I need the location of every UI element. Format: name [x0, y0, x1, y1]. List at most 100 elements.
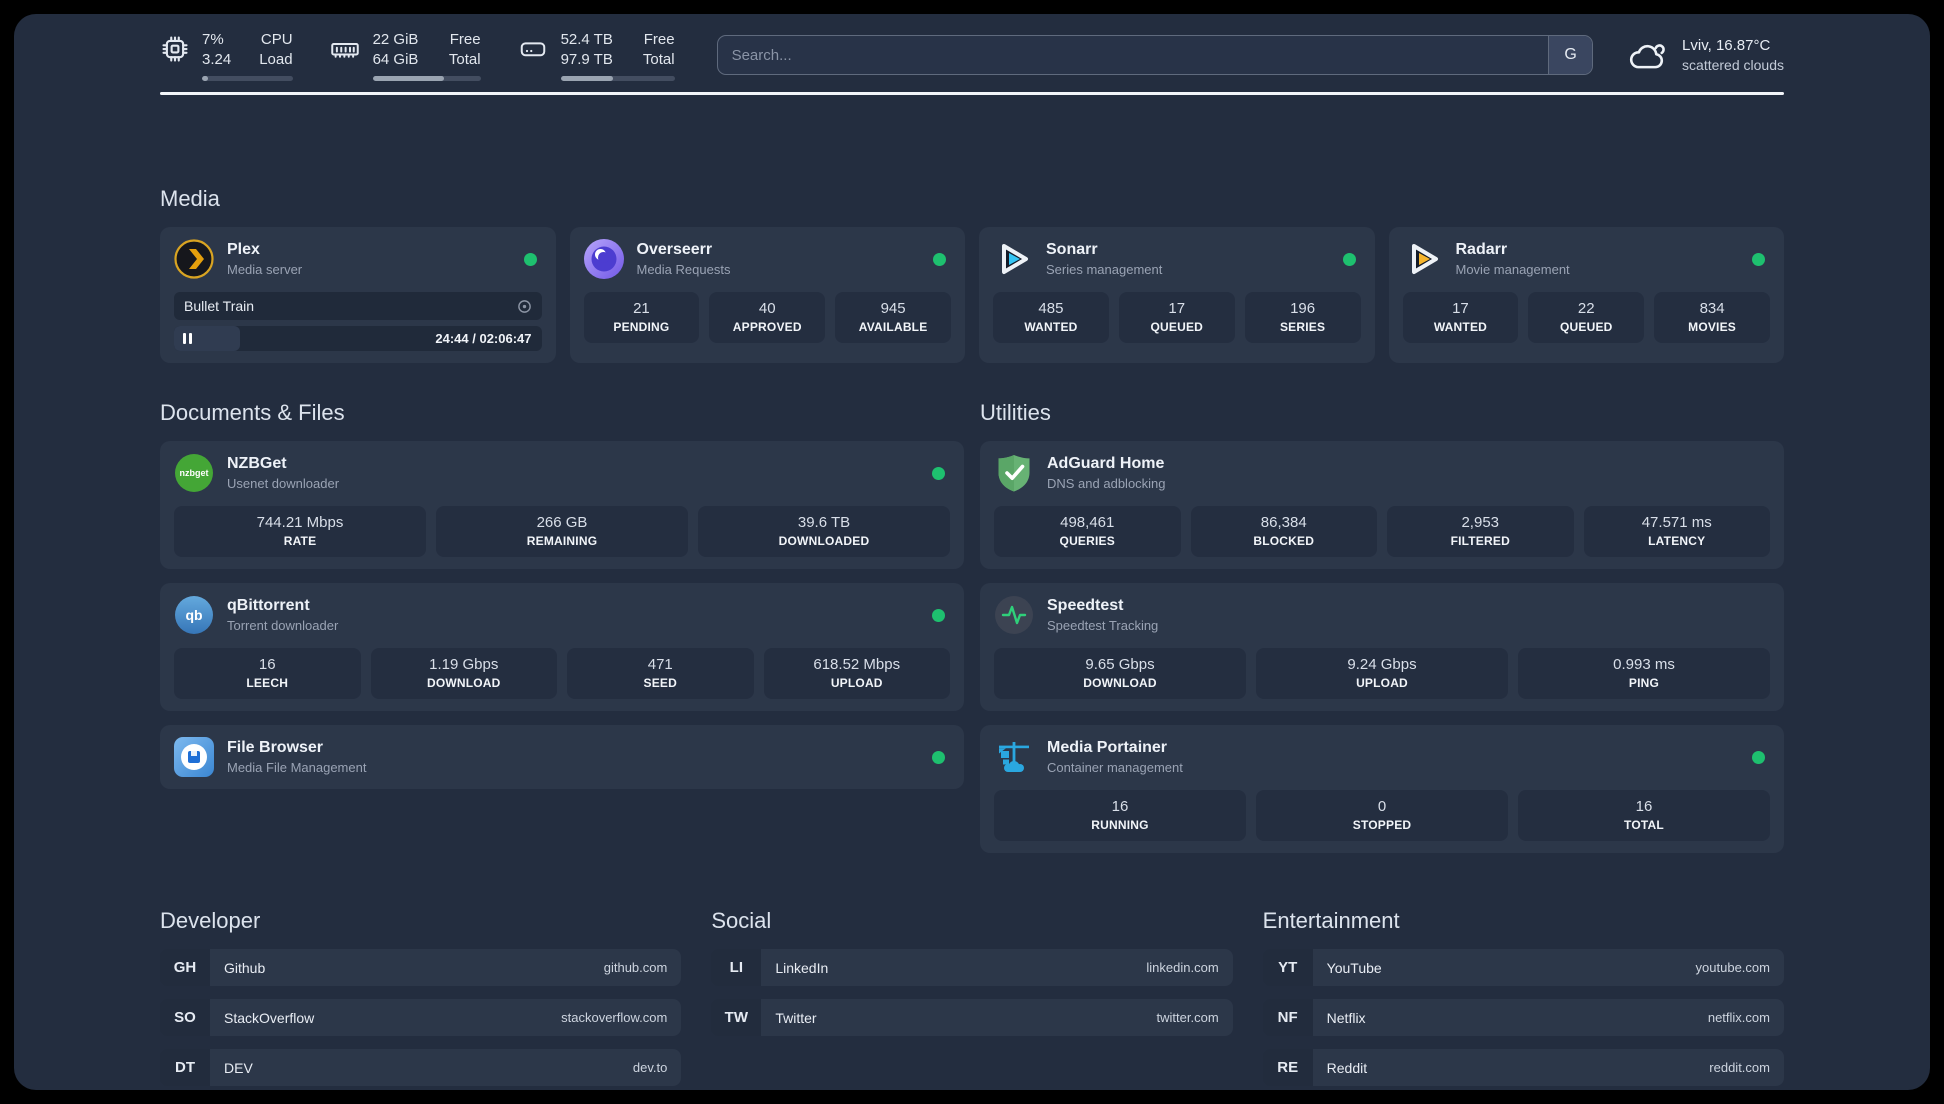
- session-target-icon: [517, 299, 531, 313]
- bookmark-abbr: RE: [1262, 1049, 1313, 1086]
- stat-label: WANTED: [1433, 320, 1488, 334]
- app-subtitle: DNS and adblocking: [1047, 476, 1166, 491]
- bookmark-reddit[interactable]: RE Reddit reddit.com: [1262, 1049, 1784, 1086]
- ram-progress-bar: [372, 75, 481, 81]
- app-card-filebrowser[interactable]: File Browser Media File Management: [160, 725, 964, 789]
- app-subtitle: Media File Management: [227, 760, 367, 775]
- stat-value: 39.6 TB: [797, 514, 851, 531]
- stat-label: QUERIES: [1059, 534, 1115, 548]
- status-dot: [933, 252, 946, 266]
- qbittorrent-icon: qb: [174, 595, 214, 635]
- now-playing-progress: 24:44 / 02:06:47: [174, 326, 542, 351]
- stat-value: 22: [1577, 300, 1595, 317]
- app-subtitle: Torrent downloader: [227, 618, 339, 633]
- ram-icon: [330, 42, 359, 58]
- pause-icon[interactable]: [183, 333, 192, 344]
- stat-label: DOWNLOADED: [778, 534, 870, 548]
- bookmark-github[interactable]: GH Github github.com: [160, 949, 682, 986]
- stat-value: 86,384: [1260, 514, 1307, 531]
- stat-value: 471: [647, 656, 673, 673]
- stat-box: 9.65 Gbps DOWNLOAD: [994, 648, 1246, 699]
- now-playing-title-row: Bullet Train: [174, 292, 542, 320]
- bookmark-name: StackOverflow: [224, 1009, 315, 1026]
- stat-box: 39.6 TB DOWNLOADED: [698, 506, 950, 557]
- stat-value: 47.571 ms: [1641, 514, 1712, 531]
- stat-box: 744.21 Mbps RATE: [174, 506, 426, 557]
- bookmark-url: github.com: [603, 960, 668, 975]
- stat-box: 834 MOVIES: [1654, 292, 1770, 343]
- stat-box: 17 WANTED: [1402, 292, 1519, 343]
- ram-total-value: 64 GiB: [372, 50, 419, 68]
- bookmark-abbr: DT: [160, 1049, 210, 1086]
- app-card-plex[interactable]: Plex Media server Bullet Train 24:44 / 0…: [160, 227, 556, 363]
- stat-label: REMAINING: [526, 534, 598, 548]
- search-engine-button[interactable]: G: [1548, 36, 1593, 74]
- status-dot: [932, 608, 945, 622]
- app-card-sonarr[interactable]: Sonarr Series management 485 WANTED 17 Q…: [979, 227, 1375, 363]
- app-name: Speedtest: [1047, 597, 1124, 614]
- app-card-overseerr[interactable]: Overseerr Media Requests 21 PENDING 40 A…: [569, 227, 965, 363]
- app-name: Radarr: [1455, 241, 1508, 258]
- bookmark-url: reddit.com: [1709, 1060, 1770, 1075]
- bookmark-name: Reddit: [1326, 1059, 1368, 1076]
- bookmark-abbr: NF: [1262, 999, 1313, 1036]
- memory-metric: 22 GiB 64 GiB Free Total: [329, 30, 481, 81]
- stat-label: QUEUED: [1150, 320, 1204, 334]
- bookmark-stackoverflow[interactable]: SO StackOverflow stackoverflow.com: [160, 999, 682, 1036]
- cpu-usage-value: 7%: [202, 30, 224, 48]
- plex-icon: [174, 239, 214, 279]
- stat-label: BLOCKED: [1253, 534, 1315, 548]
- bookmark-youtube[interactable]: YT YouTube youtube.com: [1262, 949, 1784, 986]
- stat-value: 485: [1038, 300, 1064, 317]
- cpu-metric: 7% 3.24 CPU Load: [160, 30, 293, 81]
- section-media: Media Plex Media server: [160, 185, 1784, 363]
- app-card-radarr[interactable]: Radarr Movie management 17 WANTED 22 QUE…: [1388, 227, 1784, 363]
- stat-box: 16 RUNNING: [994, 790, 1246, 841]
- section-developer: Developer GH Github github.com SO StackO…: [160, 907, 682, 1090]
- stat-value: 196: [1290, 300, 1316, 317]
- stat-value: 17: [1452, 300, 1469, 317]
- stat-value: 744.21 Mbps: [256, 514, 344, 531]
- app-card-portainer[interactable]: Media Portainer Container management 16 …: [980, 725, 1784, 853]
- stat-box: 9.24 Gbps UPLOAD: [1256, 648, 1508, 699]
- disk-progress-bar: [560, 75, 675, 81]
- disk-total-label: Total: [642, 50, 675, 68]
- disk-total-value: 97.9 TB: [560, 50, 613, 68]
- app-subtitle: Media server: [227, 262, 303, 277]
- bookmark-linkedin[interactable]: LI LinkedIn linkedin.com: [711, 949, 1233, 986]
- sonarr-icon: [993, 239, 1033, 279]
- bookmark-abbr: LI: [711, 949, 762, 986]
- stat-box: 485 WANTED: [993, 292, 1109, 343]
- section-heading-entertainment: Entertainment: [1262, 908, 1400, 933]
- stat-box: 196 SERIES: [1244, 292, 1361, 343]
- stat-value: 498,461: [1060, 514, 1115, 531]
- app-name: Media Portainer: [1047, 739, 1168, 756]
- bookmark-dev[interactable]: DT DEV dev.to: [160, 1049, 682, 1086]
- stat-box: 16 TOTAL: [1518, 790, 1770, 841]
- section-heading-social: Social: [711, 908, 772, 933]
- stat-box: 0.993 ms PING: [1518, 648, 1770, 699]
- cpu-icon: [162, 35, 188, 62]
- search-input[interactable]: [717, 46, 1549, 64]
- stat-value: 9.24 Gbps: [1347, 656, 1417, 673]
- disk-free-value: 52.4 TB: [560, 30, 613, 48]
- stat-box: 86,384 BLOCKED: [1190, 506, 1377, 557]
- bookmark-twitter[interactable]: TW Twitter twitter.com: [711, 999, 1233, 1036]
- nzbget-icon: nzbget: [174, 453, 214, 493]
- stat-box: 47.571 ms LATENCY: [1583, 506, 1770, 557]
- app-name: AdGuard Home: [1047, 455, 1165, 472]
- stat-value: 834: [1699, 300, 1725, 317]
- stat-box: 2,953 FILTERED: [1387, 506, 1574, 557]
- bookmark-netflix[interactable]: NF Netflix netflix.com: [1262, 999, 1784, 1036]
- stat-label: RUNNING: [1091, 818, 1149, 832]
- ram-free-value: 22 GiB: [372, 30, 419, 48]
- status-dot: [1342, 252, 1356, 266]
- app-card-adguard[interactable]: AdGuard Home DNS and adblocking 498,461 …: [980, 441, 1784, 569]
- stat-value: 21: [633, 300, 650, 317]
- bookmark-name: Github: [224, 959, 266, 976]
- app-card-nzbget[interactable]: nzbget NZBGet Usenet downloader 744.21 M…: [160, 441, 964, 569]
- bookmark-abbr: SO: [160, 999, 210, 1036]
- stat-box: 945 AVAILABLE: [835, 292, 951, 343]
- app-card-speedtest[interactable]: Speedtest Speedtest Tracking 9.65 Gbps D…: [980, 583, 1784, 711]
- app-card-qbittorrent[interactable]: qb qBittorrent Torrent downloader 16 LEE…: [160, 583, 964, 711]
